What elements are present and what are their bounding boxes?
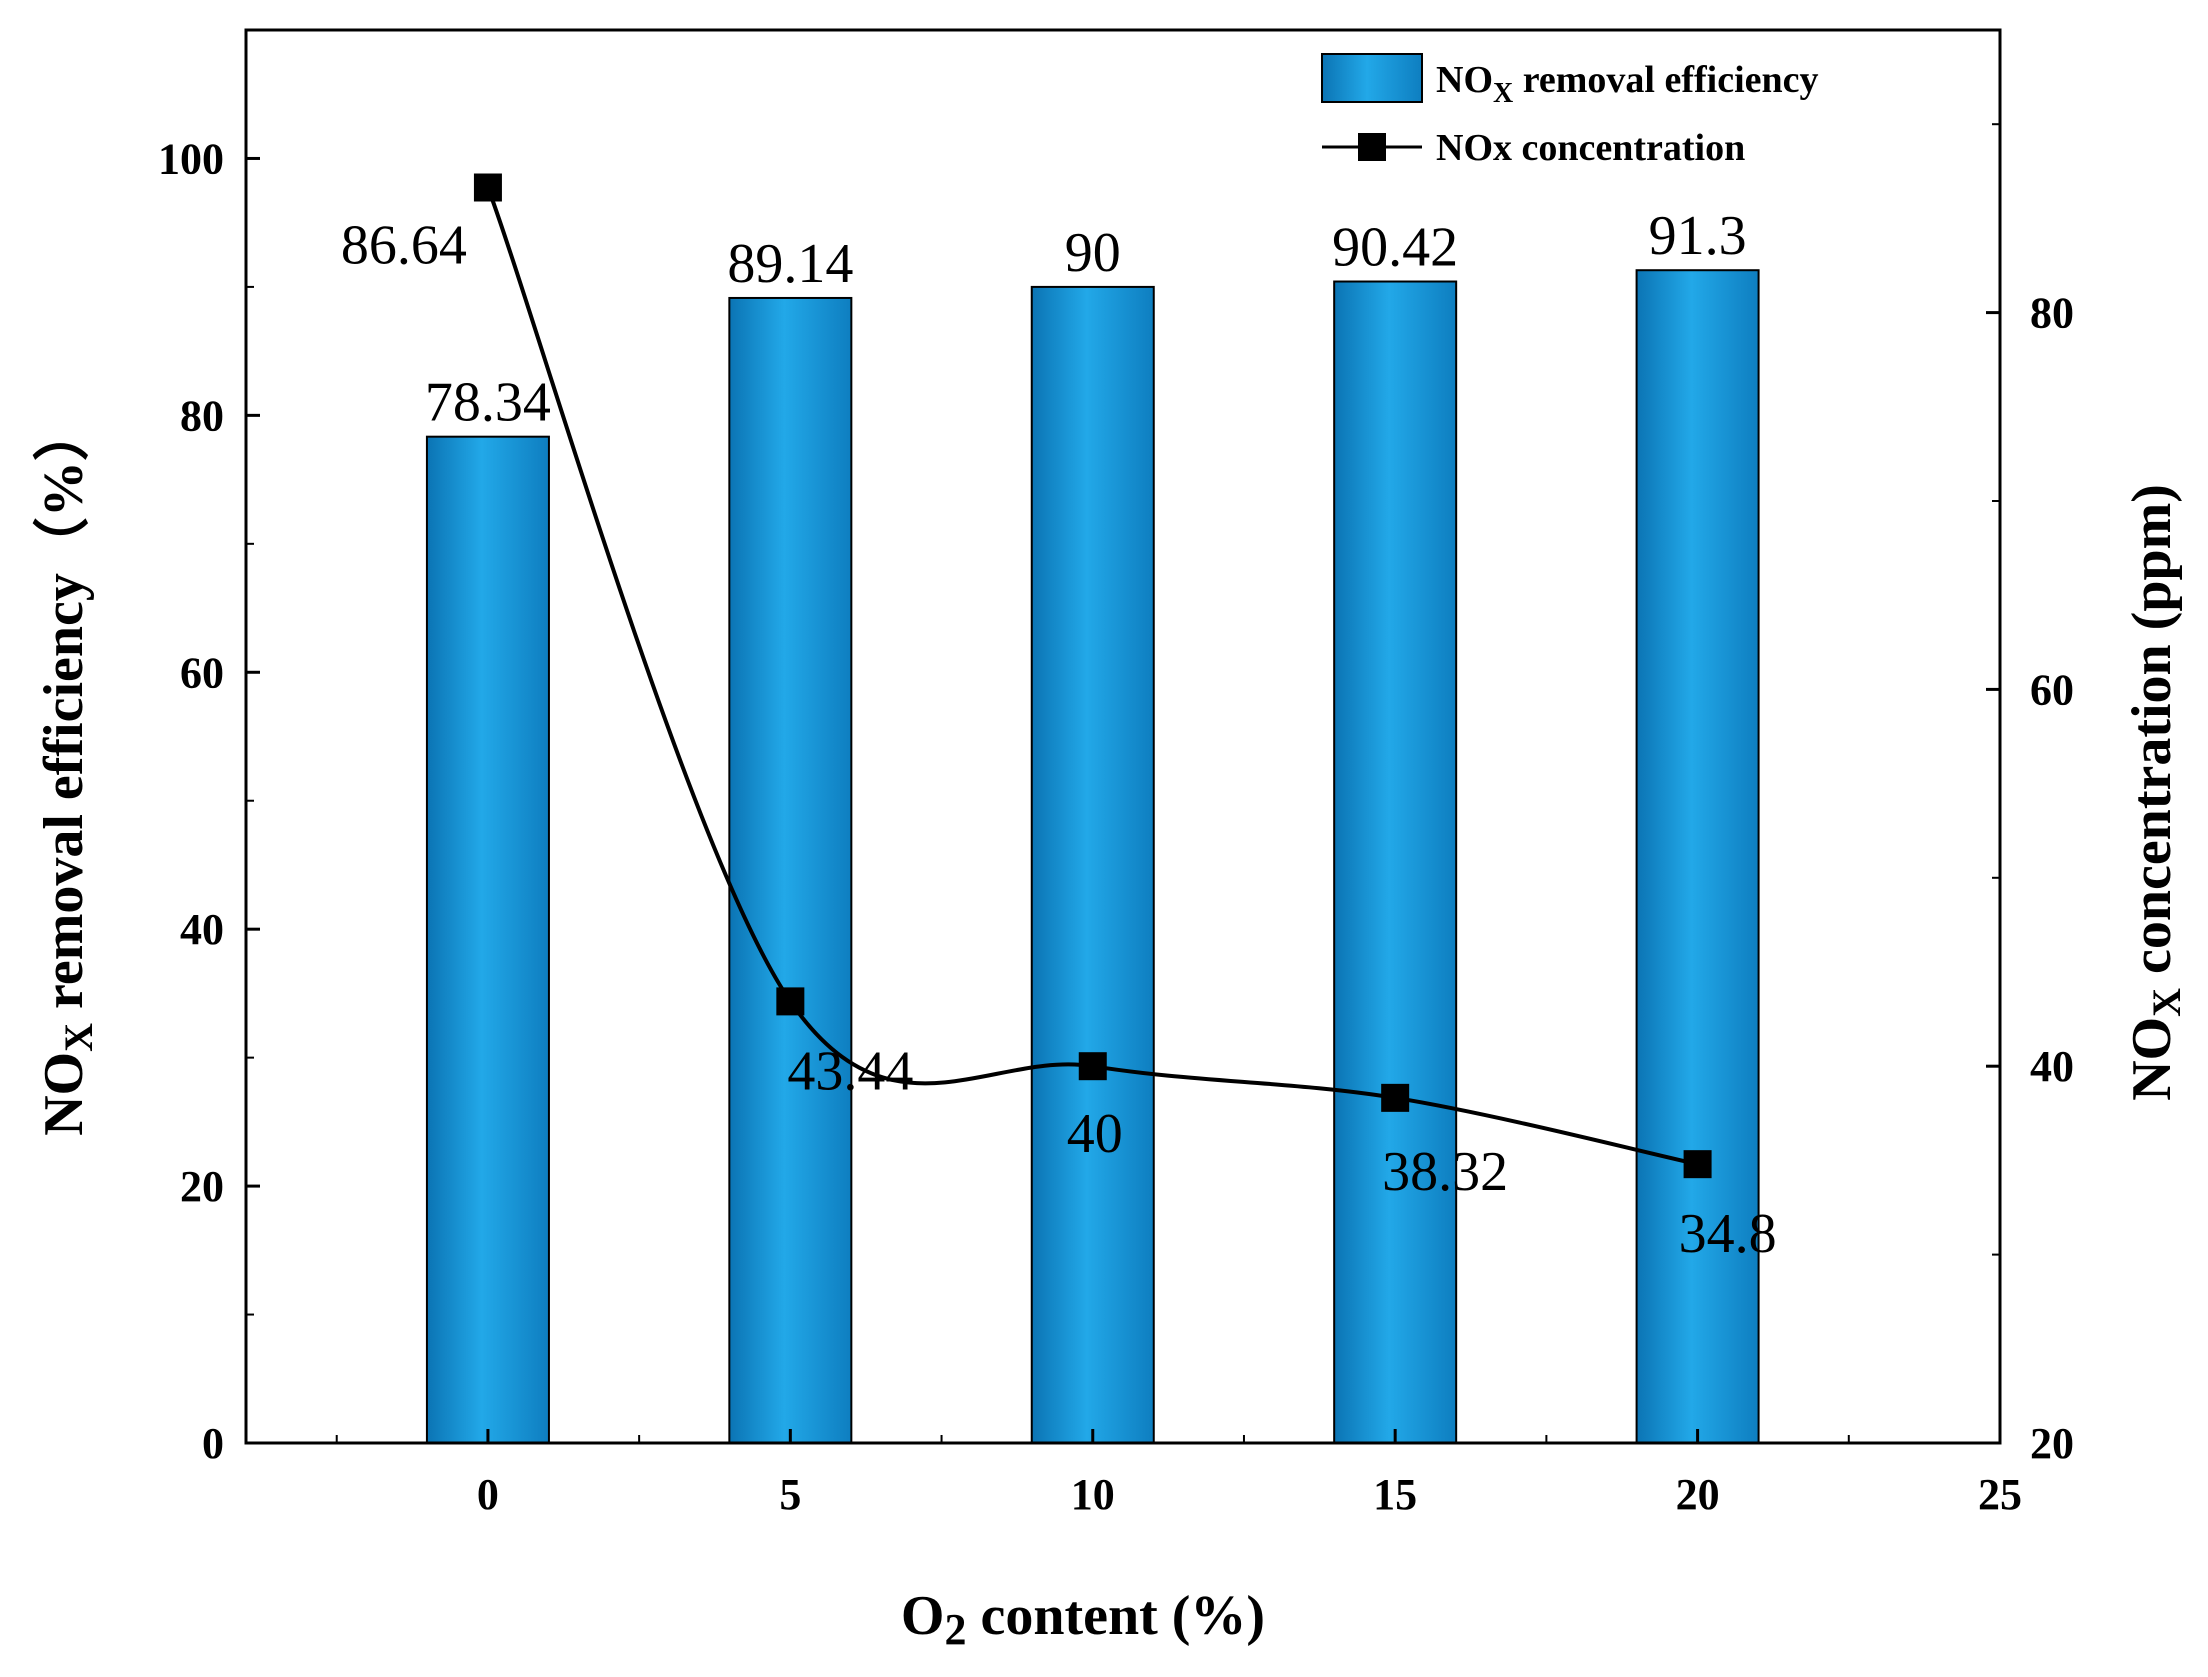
x-tick-label: 20 — [1676, 1470, 1720, 1519]
legend: NOX removal efficiency NOx concentration — [1321, 53, 1819, 169]
bar-value-label: 90 — [1065, 222, 1121, 284]
bar — [1635, 269, 1760, 1445]
line-value-label: 40 — [1067, 1103, 1123, 1165]
concentration-marker — [1683, 1150, 1712, 1179]
line-layer — [473, 173, 1712, 1179]
bar-value-label: 89.14 — [727, 233, 853, 295]
bar — [425, 435, 550, 1445]
x-tick-label: 25 — [1978, 1470, 2022, 1519]
legend-bar-label: NOX removal efficiency — [1436, 59, 1819, 109]
bar-value-label: 78.34 — [425, 372, 551, 434]
line-value-label: 86.64 — [341, 215, 467, 277]
y-right-tick-label: 60 — [2030, 665, 2074, 714]
legend-line-marker — [1358, 133, 1386, 161]
x-tick-label: 5 — [779, 1470, 801, 1519]
line-value-label: 34.8 — [1679, 1203, 1777, 1265]
y-left-tick-label: 80 — [180, 391, 224, 440]
concentration-marker — [473, 173, 502, 202]
plot-frame — [244, 28, 2002, 1445]
bar-value-label: 90.42 — [1332, 217, 1458, 279]
y-left-tick-label: 20 — [180, 1162, 224, 1211]
legend-bar-swatch — [1321, 53, 1423, 103]
x-tick-label: 15 — [1373, 1470, 1417, 1519]
line-value-label: 38.32 — [1382, 1141, 1508, 1203]
x-tick-label: 0 — [477, 1470, 499, 1519]
bars-layer — [425, 269, 1760, 1445]
y-left-tick-label: 60 — [180, 648, 224, 697]
concentration-marker — [1078, 1052, 1107, 1081]
bar — [1030, 285, 1155, 1445]
axis-titles-layer: O2 content (%) NOX removal efficiency（%） N… — [32, 405, 2189, 1654]
legend-line-label: NOx concentration — [1436, 127, 1745, 169]
bar — [728, 296, 853, 1444]
x-tick-label: 10 — [1071, 1470, 1115, 1519]
bar — [1333, 280, 1458, 1444]
x-axis-title: O2 content (%) — [901, 1585, 1265, 1654]
concentration-line — [486, 186, 1699, 1167]
y-left-tick-label: 40 — [180, 905, 224, 954]
y-right-tick-label: 20 — [2030, 1419, 2074, 1468]
y-right-axis-title: NOX concentration (ppm) — [2121, 484, 2189, 1101]
y-right-tick-label: 80 — [2030, 289, 2074, 338]
y-left-tick-label: 100 — [158, 134, 224, 183]
y-left-axis-title: NOX removal efficiency（%） — [32, 405, 101, 1136]
data-labels-layer: 78.34 89.14 90 90.42 91.3 86.64 43.44 40 38.32 34… — [341, 205, 1777, 1265]
y-left-tick-label: 0 — [202, 1419, 224, 1468]
y-right-tick-label: 40 — [2030, 1042, 2074, 1091]
concentration-marker — [776, 987, 805, 1016]
bar-value-label: 91.3 — [1649, 205, 1747, 267]
concentration-marker — [1381, 1083, 1410, 1112]
line-value-label: 43.44 — [787, 1040, 913, 1102]
